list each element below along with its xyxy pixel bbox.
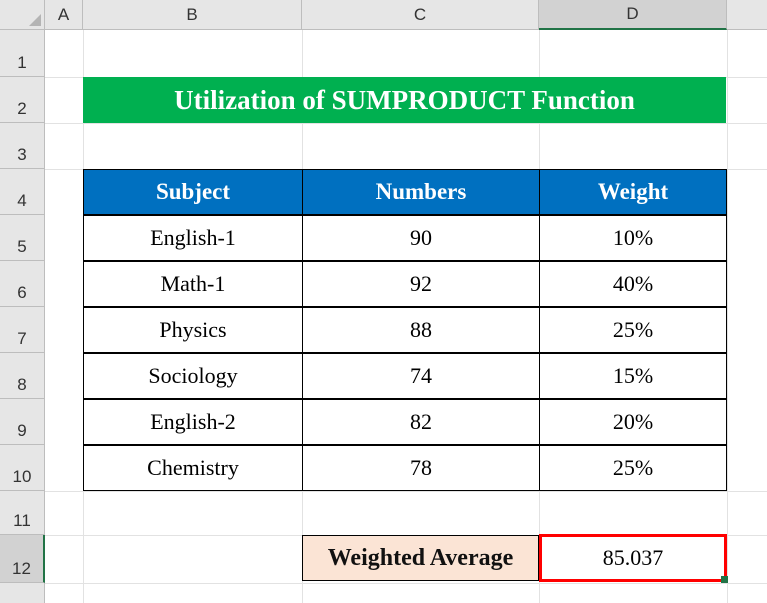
header-subject[interactable]: Subject [83,169,303,215]
cell-subject[interactable]: Chemistry [83,445,303,491]
cell-weight[interactable]: 20% [539,399,727,445]
row-header-8[interactable]: 8 [0,353,45,399]
cell-number[interactable]: 74 [302,353,540,399]
column-header-e[interactable] [727,0,767,30]
select-all-triangle-icon [29,14,41,26]
column-header-b[interactable]: B [83,0,302,30]
cell-number[interactable]: 82 [302,399,540,445]
row-header-6[interactable]: 6 [0,261,45,307]
cell-subject[interactable]: English-2 [83,399,303,445]
row-header-12[interactable]: 12 [0,535,45,583]
cell-subject[interactable]: Sociology [83,353,303,399]
column-header-a[interactable]: A [45,0,83,30]
row-header-2[interactable]: 2 [0,77,45,123]
cell-weight[interactable]: 10% [539,215,727,261]
weighted-average-label[interactable]: Weighted Average [302,535,539,581]
cell-weight[interactable]: 25% [539,445,727,491]
row-header-3[interactable]: 3 [0,123,45,169]
row-header-4[interactable]: 4 [0,169,45,215]
row-header-11[interactable]: 11 [0,491,45,535]
row-header-13[interactable] [0,583,45,603]
weighted-average-value-cell[interactable]: 85.037 [539,534,727,582]
cell-subject[interactable]: Physics [83,307,303,353]
cell-weight[interactable]: 40% [539,261,727,307]
cell-number[interactable]: 90 [302,215,540,261]
cell-number[interactable]: 78 [302,445,540,491]
cell-weight[interactable]: 25% [539,307,727,353]
gridline [727,30,728,603]
cell-number[interactable]: 92 [302,261,540,307]
cell-subject[interactable]: Math-1 [83,261,303,307]
title-banner[interactable]: Utilization of SUMPRODUCT Function [83,77,726,123]
header-numbers[interactable]: Numbers [302,169,540,215]
row-header-7[interactable]: 7 [0,307,45,353]
select-all-corner[interactable] [0,0,45,30]
gridline [45,491,767,492]
column-header-c[interactable]: C [302,0,539,30]
cell-weight[interactable]: 15% [539,353,727,399]
gridline [45,123,767,124]
column-header-d[interactable]: D [539,0,727,30]
cell-subject[interactable]: English-1 [83,215,303,261]
fill-handle[interactable] [721,576,728,583]
cell-number[interactable]: 88 [302,307,540,353]
gridline [45,583,767,584]
header-weight[interactable]: Weight [539,169,727,215]
row-header-9[interactable]: 9 [0,399,45,445]
row-header-1[interactable]: 1 [0,30,45,77]
row-header-5[interactable]: 5 [0,215,45,261]
row-header-10[interactable]: 10 [0,445,45,491]
